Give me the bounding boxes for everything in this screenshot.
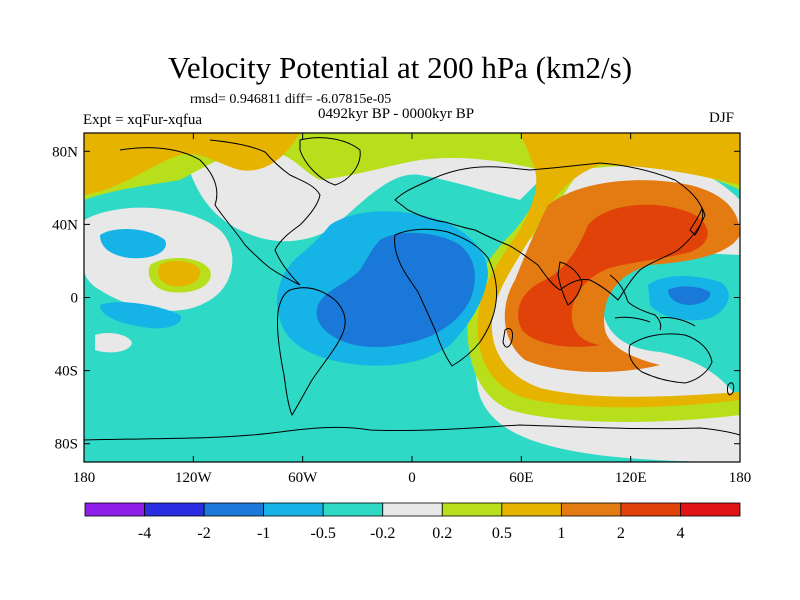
- coastline-madagascar: [502, 327, 513, 348]
- colorbar-label: 0.2: [432, 525, 452, 542]
- coastline-india: [557, 261, 583, 306]
- colorbar-label: -1: [257, 525, 270, 542]
- x-tick-label: 0: [408, 470, 416, 486]
- x-tick-label: 120W: [175, 470, 213, 486]
- colorbar-swatch: [322, 502, 384, 517]
- colorbar-swatch: [501, 502, 562, 517]
- positive-region-gold-east: [477, 133, 740, 408]
- positive-region-red: [518, 204, 708, 347]
- season-label: DJF: [709, 110, 735, 126]
- y-tick-label: 80N: [52, 144, 78, 160]
- colorbar-swatch: [203, 502, 265, 517]
- coastline-australia: [628, 333, 713, 384]
- y-tick-label: 40S: [55, 364, 78, 380]
- coastline-south-america: [277, 287, 346, 417]
- coastline-japan: [689, 206, 704, 236]
- colorbar-label: 0.5: [492, 525, 512, 542]
- x-tick-label: 180: [73, 470, 96, 486]
- neutral-region-south-pacific: [95, 332, 132, 353]
- y-tick-label: 40N: [52, 217, 78, 233]
- colorbar-label: -0.2: [370, 525, 395, 542]
- negative-region-darkblue-atlantic: [316, 232, 475, 348]
- negative-region-darkblue-west-pacific: [668, 286, 711, 305]
- page-title: Velocity Potential at 200 hPa (km2/s): [167, 50, 633, 85]
- colorbar-swatch: [144, 502, 205, 517]
- y-tick-label: 0: [71, 291, 79, 307]
- colorbar-swatch: [84, 502, 145, 517]
- coastline-antarctica: [84, 424, 740, 441]
- colorbar-label: -4: [138, 525, 151, 542]
- positive-region-gold: [84, 133, 300, 195]
- colorbar-swatch: [263, 502, 324, 517]
- positive-region-gold-pacific: [158, 260, 201, 287]
- period-label: 0492kyr BP - 0000kyr BP: [318, 106, 475, 122]
- colorbar-swatch: [560, 502, 622, 517]
- colorbar-swatch: [382, 502, 443, 517]
- coastline-north-america: [119, 139, 321, 286]
- negative-region-blue-pacific-north: [100, 228, 166, 259]
- negative-region-blue-pacific-south: [100, 302, 181, 329]
- colorbar-label: 2: [617, 525, 625, 542]
- x-tick-label: 180: [729, 470, 752, 486]
- coastline-greenland: [299, 137, 361, 186]
- colorbar-swatch: [441, 502, 503, 517]
- experiment-label: Expt = xqFur-xqfua: [83, 112, 202, 128]
- axis-ticks: 180 120W 60W 0 60E 120E 180 80N 40N 0 40S 80S: [52, 133, 751, 486]
- colorbar: -4 -2 -1 -0.5 -0.2 0.2 0.5 1 2 4: [84, 502, 741, 542]
- coastline-europe-asia: [394, 162, 706, 301]
- coastline-southeast-asia: [609, 274, 662, 331]
- colorbar-label: -0.5: [311, 525, 336, 542]
- y-tick-label: 80S: [55, 437, 78, 453]
- x-tick-label: 60W: [288, 470, 318, 486]
- coastline-africa: [394, 228, 498, 367]
- colorbar-label: -2: [197, 525, 210, 542]
- x-tick-label: 60E: [509, 470, 533, 486]
- contour-field: [84, 133, 740, 462]
- coastline-indonesia: [614, 316, 696, 327]
- colorbar-label: 1: [557, 525, 565, 542]
- coastlines: [84, 137, 740, 441]
- stats-label: rmsd= 0.946811 diff= -6.07815e-05: [190, 92, 392, 107]
- colorbar-label: 4: [676, 525, 684, 542]
- x-tick-label: 120E: [615, 470, 647, 486]
- colorbar-swatch: [620, 502, 681, 517]
- coastline-new-zealand: [727, 382, 735, 396]
- colorbar-swatch: [680, 502, 741, 517]
